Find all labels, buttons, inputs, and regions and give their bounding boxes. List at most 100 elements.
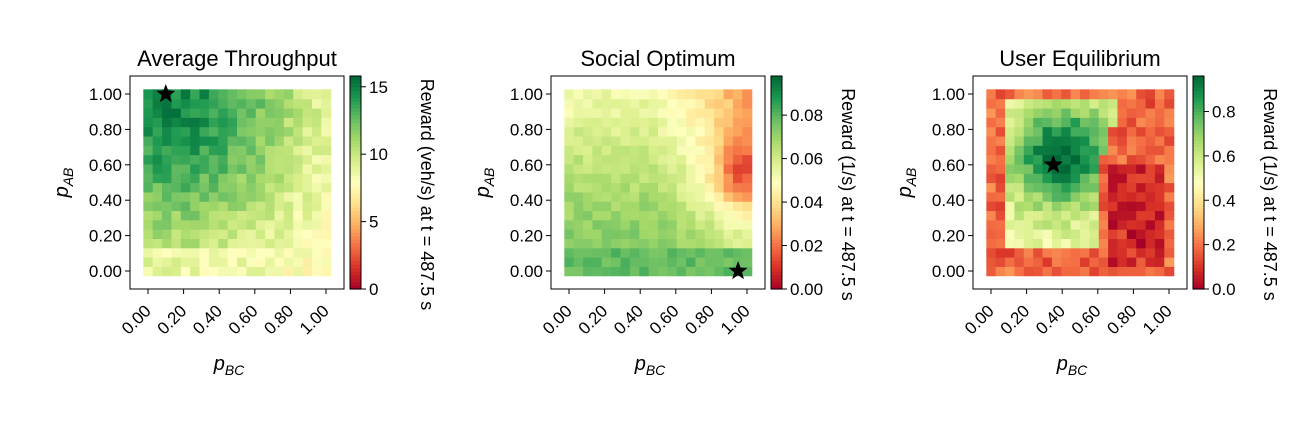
colorbar-segment	[771, 125, 782, 130]
heatmap-cell	[208, 126, 219, 137]
heatmap-cell	[1033, 135, 1044, 146]
heatmap-cell	[1042, 126, 1053, 137]
heatmap-cell	[227, 163, 238, 174]
heatmap-cell	[143, 238, 154, 249]
heatmap-cell	[648, 117, 659, 128]
colorbar-segment	[1193, 83, 1204, 88]
heatmap-cell	[583, 266, 594, 277]
heatmap-cell	[1089, 266, 1100, 277]
heatmap-cell	[704, 219, 715, 230]
colorbar-segment	[1193, 76, 1204, 81]
heatmap-cell	[1061, 219, 1072, 230]
heatmap-cell	[1098, 238, 1109, 249]
x-tick-label: 0.40	[189, 301, 226, 338]
colorbar-segment	[1193, 136, 1204, 141]
heatmap-cell	[648, 247, 659, 258]
heatmap-cell	[255, 154, 266, 165]
heatmap-cell	[1108, 266, 1119, 277]
heatmap-cell	[1033, 173, 1044, 184]
heatmap-cell	[1089, 126, 1100, 137]
heatmap-cell	[321, 173, 332, 184]
heatmap-cell	[601, 163, 612, 174]
heatmap-cell	[171, 201, 182, 212]
heatmap-cell	[686, 201, 697, 212]
heatmap-cell	[283, 145, 294, 156]
heatmap-cell	[180, 182, 191, 193]
heatmap-cell	[620, 219, 631, 230]
colorbar-segment	[350, 154, 361, 159]
heatmap-cell	[190, 163, 201, 174]
heatmap-cell	[704, 89, 715, 100]
heatmap-cell	[723, 219, 734, 230]
heatmap-cell	[311, 163, 322, 174]
heatmap-cell	[723, 238, 734, 249]
heatmap-cell	[1061, 145, 1072, 156]
heatmap-cell	[1005, 154, 1016, 165]
heatmap-cell	[732, 238, 743, 249]
heatmap-cell	[311, 173, 322, 184]
heatmap-cell	[1042, 135, 1053, 146]
heatmap-cells	[986, 89, 1175, 277]
x-tick-label: 0.20	[575, 301, 612, 338]
heatmap-cell	[620, 247, 631, 258]
colorbar-tick-label: 5	[369, 213, 378, 232]
heatmap-cell	[1098, 89, 1109, 100]
heatmap-cell	[648, 145, 659, 156]
heatmap-cell	[1051, 145, 1062, 156]
x-tick-label: 0.80	[1103, 301, 1140, 338]
heatmap-cell	[648, 257, 659, 267]
heatmap-cell	[1080, 145, 1090, 156]
heatmap-cell	[611, 135, 622, 146]
heatmap-cell	[302, 173, 313, 184]
heatmap-cell	[199, 89, 210, 100]
heatmap-cell	[190, 257, 201, 267]
heatmap-cell	[995, 98, 1006, 109]
heatmap-cell	[995, 247, 1006, 258]
heatmap-cell	[995, 266, 1006, 277]
heatmap-cell	[311, 210, 322, 221]
heatmap-cell	[1108, 238, 1119, 249]
heatmap-cell	[208, 154, 219, 165]
heatmap-cell	[620, 98, 631, 109]
heatmap-cell	[667, 247, 678, 258]
heatmap-cell	[676, 182, 687, 193]
heatmap-cell	[1126, 145, 1137, 156]
heatmap-cell	[1108, 135, 1119, 146]
heatmap-cell	[274, 145, 285, 156]
heatmap-cell	[676, 135, 687, 146]
heatmap-cell	[611, 201, 622, 212]
colorbar-segment	[1193, 207, 1204, 212]
heatmap-cell	[143, 163, 154, 174]
heatmap-cell	[190, 191, 201, 202]
heatmap-cell	[1164, 247, 1175, 258]
heatmap-cell	[629, 117, 640, 128]
heatmap-cell	[732, 117, 743, 128]
heatmap-cell	[1023, 154, 1034, 165]
heatmap-cell	[208, 210, 219, 221]
heatmap-cell	[143, 89, 154, 100]
heatmap-cell	[1126, 107, 1137, 118]
heatmap-cell	[1070, 126, 1081, 137]
heatmap-cell	[1117, 247, 1128, 258]
heatmap-cell	[152, 98, 163, 109]
heatmap-cell	[274, 98, 285, 109]
heatmap-cell	[1108, 182, 1119, 193]
colorbar-segment	[350, 253, 361, 258]
heatmap-cell	[1023, 229, 1034, 239]
colorbar-segment	[350, 200, 361, 205]
heatmap-cell	[1154, 107, 1165, 118]
heatmap-cell	[601, 173, 612, 184]
heatmap-cell	[1154, 163, 1165, 174]
colorbar-segment	[771, 161, 782, 166]
heatmap-cell	[265, 191, 276, 202]
heatmap-cell	[199, 210, 210, 221]
heatmap-cell	[686, 238, 697, 249]
heatmap-cell	[1080, 107, 1090, 118]
heatmap-cell	[714, 201, 725, 212]
heatmap-cell	[1098, 117, 1109, 128]
heatmap-cell	[1089, 247, 1100, 258]
heatmap-cell	[293, 238, 304, 249]
heatmap-cell	[1005, 257, 1016, 267]
heatmap-cell	[601, 98, 612, 109]
heatmap-cell	[218, 135, 229, 146]
